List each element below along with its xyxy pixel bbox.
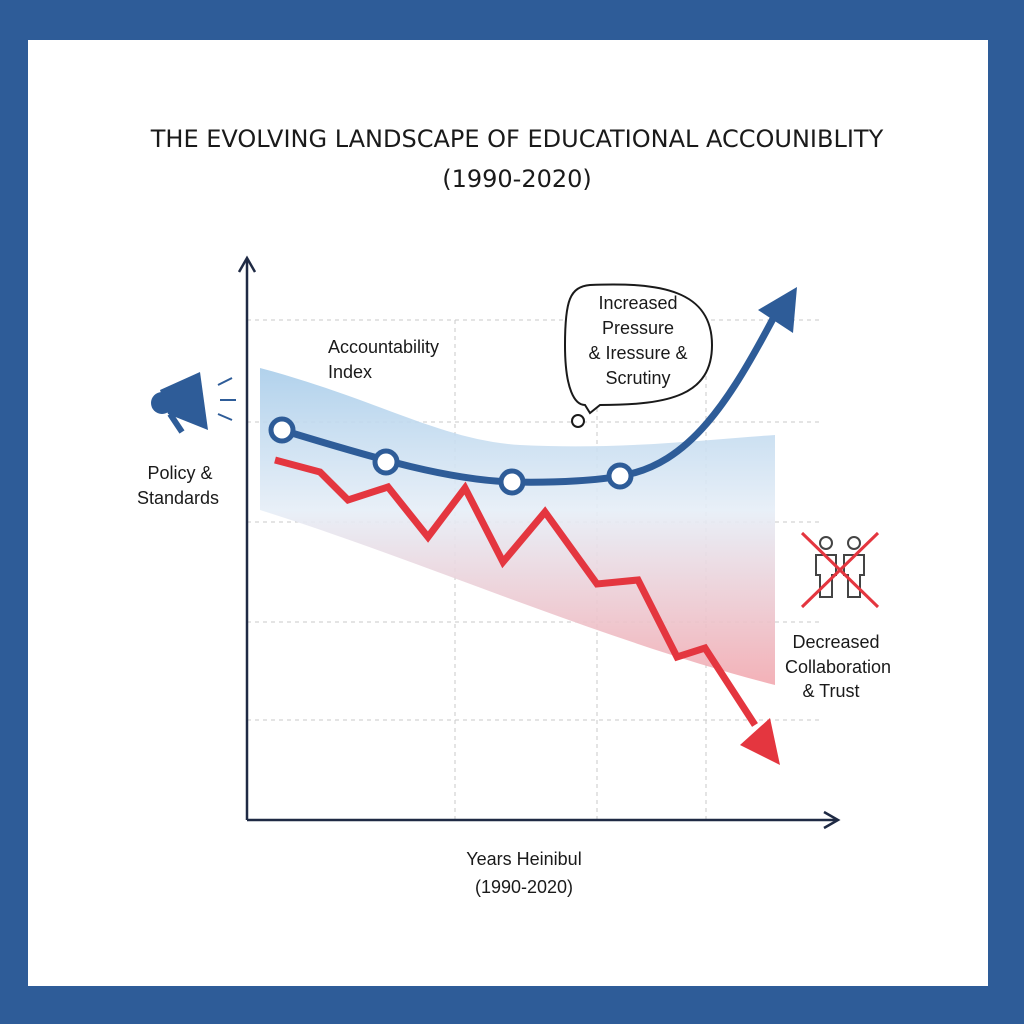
subtitle: (1990-2020) (442, 165, 592, 193)
callout-bubble (563, 283, 714, 415)
band (260, 368, 775, 685)
x-label: Years Heinibul (466, 849, 581, 869)
y-label: Index (328, 362, 372, 382)
x-label: (1990-2020) (475, 877, 573, 897)
markers (268, 416, 634, 496)
side-label: Policy & (147, 463, 212, 483)
callout-text: Scrutiny (605, 368, 670, 388)
red-line (274, 456, 758, 727)
blue-arrow (758, 287, 797, 333)
axes (237, 255, 841, 830)
right-label: Decreased (792, 632, 879, 652)
megaphone-icon (151, 372, 236, 434)
side-label: Standards (137, 488, 219, 508)
callout-text: Increased (598, 293, 677, 313)
red-arrow (740, 718, 780, 765)
people-icon (800, 531, 880, 609)
right-label: & Trust (802, 681, 859, 701)
title: THE EVOLVING LANDSCAPE OF EDUCATIONAL AC… (150, 125, 884, 153)
y-label: Accountability (328, 337, 439, 357)
callout-text: Pressure (602, 318, 674, 338)
callout-dot (571, 414, 585, 428)
right-label: Collaboration (785, 657, 891, 677)
callout-text: & Iressure & (588, 343, 687, 363)
